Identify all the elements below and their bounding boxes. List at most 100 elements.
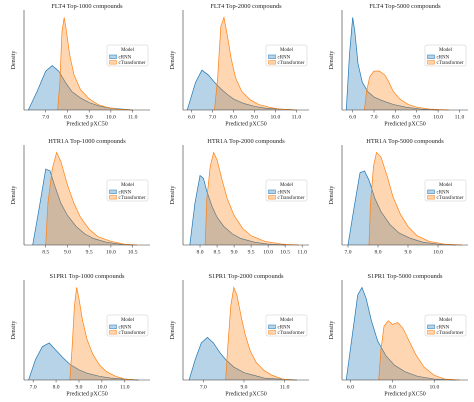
density-area-crnn [28, 342, 139, 380]
legend-swatch-crnn [109, 324, 117, 329]
x-axis-label: Predicted pXC50 [225, 392, 267, 398]
x-axis-label: Predicted pXC50 [384, 392, 426, 398]
density-line-ctransformer [69, 287, 137, 381]
legend-label-crnn: cRNN [278, 325, 291, 330]
density-panel: 6.0 7.0 8.0 9.0 10.0 11.0 FLT4 Top-5000 compou… [329, 3, 468, 128]
legend-label-crnn: cRNN [278, 55, 291, 60]
x-tick-label: 10.0 [271, 115, 281, 121]
x-tick-label: 9.0 [251, 115, 258, 121]
legend-swatch-ctransformer [427, 330, 435, 335]
density-line-ctransformer [364, 70, 449, 111]
density-area-crnn [346, 287, 456, 380]
legend-label-ctransformer: cTransformer [119, 61, 146, 66]
legend-swatch-crnn [109, 189, 117, 194]
legend-box [265, 179, 308, 202]
x-tick-label: 9.0 [413, 115, 420, 121]
legend-label-ctransformer: cTransformer [278, 196, 305, 201]
x-tick-label: 9.5 [248, 250, 255, 256]
density-area-crnn [346, 17, 439, 110]
x-tick-label: 7.0 [345, 250, 352, 256]
legend-box [424, 179, 467, 202]
x-axis-label: Predicted pXC50 [225, 122, 267, 128]
x-tick-label: 7.0 [30, 385, 37, 391]
x-tick-label: 7.0 [371, 115, 378, 121]
density-area-ctransformer [369, 152, 462, 245]
legend-label-crnn: cRNN [119, 325, 132, 330]
x-tick-label: 6.0 [188, 115, 195, 121]
density-area-crnn [189, 337, 297, 380]
density-panel: 7.0 8.0 9.0 10.0 11.0 FLT4 Top-1000 compounds… [11, 3, 150, 128]
legend-box [106, 179, 149, 202]
density-panel: 7.0 9.0 11.0 S1PR1 Top-2000 compounds Predic… [170, 273, 309, 398]
legend-box [265, 44, 308, 67]
x-tick-label: 9.0 [405, 250, 412, 256]
panel-title: S1PR1 Top-5000 compounds [367, 273, 443, 280]
density-line-ctransformer [45, 151, 137, 246]
panel-title: S1PR1 Top-1000 compounds [49, 273, 125, 280]
x-tick-label: 9.0 [75, 385, 82, 391]
x-tick-label: 8.0 [375, 250, 382, 256]
x-tick-label: 7.0 [200, 385, 207, 391]
density-line-crnn [345, 17, 439, 111]
x-tick-label: 9.5 [86, 250, 93, 256]
density-line-ctransformer [57, 17, 133, 111]
legend-title: Model [280, 48, 294, 53]
panel-title: HTR1A Top-2000 compounds [207, 138, 285, 145]
x-tick-label: 11.0 [120, 385, 130, 391]
x-tick-label: 11.0 [455, 115, 465, 121]
x-tick-label: 8.0 [230, 115, 237, 121]
legend-swatch-ctransformer [427, 60, 435, 65]
legend-label-crnn: cRNN [119, 55, 132, 60]
x-tick-label: 8.0 [197, 250, 204, 256]
density-line-crnn [347, 170, 457, 246]
x-tick-label: 6.0 [349, 115, 356, 121]
density-panel: 7.0 8.0 9.0 10.0 11.0 S1PR1 Top-1000 compound… [11, 273, 150, 398]
legend-label-ctransformer: cTransformer [437, 61, 464, 66]
density-area-ctransformer [57, 17, 133, 110]
x-tick-label: 10.0 [433, 115, 443, 121]
density-area-ctransformer [378, 320, 460, 380]
legend-swatch-crnn [268, 54, 276, 59]
density-area-crnn [32, 169, 133, 245]
legend-title: Model [121, 48, 135, 53]
density-line-crnn [345, 286, 456, 381]
y-axis-label: Density [170, 321, 176, 340]
density-line-ctransformer [378, 320, 460, 381]
x-tick-label: 8.0 [389, 385, 396, 391]
x-axis-label: Predicted pXC50 [66, 122, 108, 128]
y-axis-label: Density [329, 51, 335, 70]
density-panel: 8.0 8.5 9.0 9.5 10.0 10.5 11.0 HTR1A Top-2000 c… [170, 138, 309, 256]
y-axis-label: Density [11, 51, 17, 70]
legend-swatch-ctransformer [427, 195, 435, 200]
y-axis-label: Density [329, 321, 335, 340]
legend-label-crnn: cRNN [437, 190, 450, 195]
x-tick-label: 9.0 [86, 115, 93, 121]
x-tick-label: 6.0 [347, 385, 354, 391]
x-tick-label: 7.0 [209, 115, 216, 121]
x-tick-label: 10.0 [263, 250, 273, 256]
x-tick-label: 10.5 [128, 250, 138, 256]
legend-swatch-crnn [109, 54, 117, 59]
y-axis-label: Density [11, 186, 17, 205]
legend-swatch-ctransformer [109, 195, 117, 200]
x-tick-label: 8.5 [42, 250, 49, 256]
x-tick-label: 9.0 [231, 250, 238, 256]
legend-title: Model [439, 318, 453, 323]
x-axis-label: Predicted pXC50 [66, 392, 108, 398]
density-line-ctransformer [204, 151, 299, 246]
legend-label-ctransformer: cTransformer [278, 61, 305, 66]
legend-label-crnn: cRNN [119, 190, 132, 195]
legend-swatch-crnn [427, 54, 435, 59]
x-tick-label: 10.0 [106, 115, 116, 121]
density-area-ctransformer [214, 17, 297, 110]
x-tick-label: 9.0 [240, 385, 247, 391]
x-tick-label: 11.0 [128, 115, 138, 121]
legend-box [106, 44, 149, 67]
legend-label-ctransformer: cTransformer [437, 196, 464, 201]
